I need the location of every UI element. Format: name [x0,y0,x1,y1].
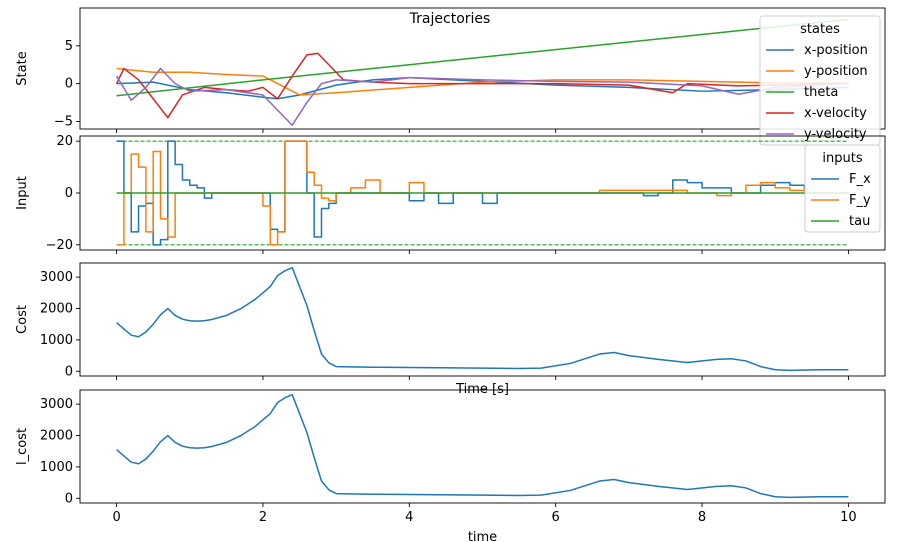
series-line-x-position [116,76,849,100]
y-tick-label: −20 [46,238,73,253]
legend-label: F_y [849,193,871,208]
legend-title: states [800,22,840,37]
y-tick-label: −5 [54,114,73,129]
legend-label: x-position [804,43,868,58]
legend-label: F_x [849,172,871,187]
x-tick-label: 6 [552,510,560,525]
subplot-2: −20 0 20 Input [15,134,886,254]
y-tick-label: 3000 [40,397,73,412]
subplot-1: −5 0 5 State [15,7,886,133]
axes-frame [79,262,886,377]
y-tick-label: 2000 [40,429,73,444]
y-tick-label: 3000 [40,270,73,285]
legend-label: x-velocity [804,106,867,121]
series-line-x-velocity [115,52,849,119]
legend-label: y-velocity [804,127,867,142]
legend-label: y-position [804,64,868,79]
axes-frame [79,7,886,130]
series-line-y-velocity [115,67,849,126]
plot-area [115,18,849,126]
x-tick-label: 2 [259,510,267,525]
x-tick-label: 0 [112,510,120,525]
series-line-theta [116,18,849,97]
plot-area [116,140,849,246]
y-axis-label: Input [15,176,30,210]
axes-frame [79,389,886,504]
figure-title: Trajectories [409,11,491,27]
legend-title: inputs [822,151,862,166]
y-axis-label: State [15,51,30,85]
plot-area [116,266,849,372]
y-tick-label: 1000 [40,460,73,475]
y-tick-label: 0 [65,186,73,201]
legend-label: tau [849,214,870,229]
y-tick-label: 1000 [40,333,73,348]
x-tick-label: 4 [405,510,413,525]
y-tick-label: 20 [56,134,73,149]
series-line-cost [116,393,849,499]
y-tick-label: 0 [65,364,73,379]
x-axis-label: Time [s] [455,382,509,397]
x-axis-label: time [468,530,497,542]
y-tick-label: 2000 [40,302,73,317]
x-tick-label: 10 [840,510,857,525]
y-axis-label: Cost [15,305,30,334]
y-tick-label: 0 [65,491,73,506]
x-tick-label: 8 [698,510,706,525]
series-line-y-position [116,67,849,96]
series-line-cost [116,266,849,372]
y-tick-label: 0 [65,77,73,92]
legend-label: theta [804,85,838,100]
subplot-3: 0 1000 2000 3000 Cost Time [s] [15,262,886,397]
legend-box [804,144,881,233]
y-axis-label: l_cost [15,428,30,465]
plot-area [116,393,849,499]
y-tick-label: 5 [65,39,73,54]
legend: states x-position y-position theta x-velocit… [759,15,881,146]
